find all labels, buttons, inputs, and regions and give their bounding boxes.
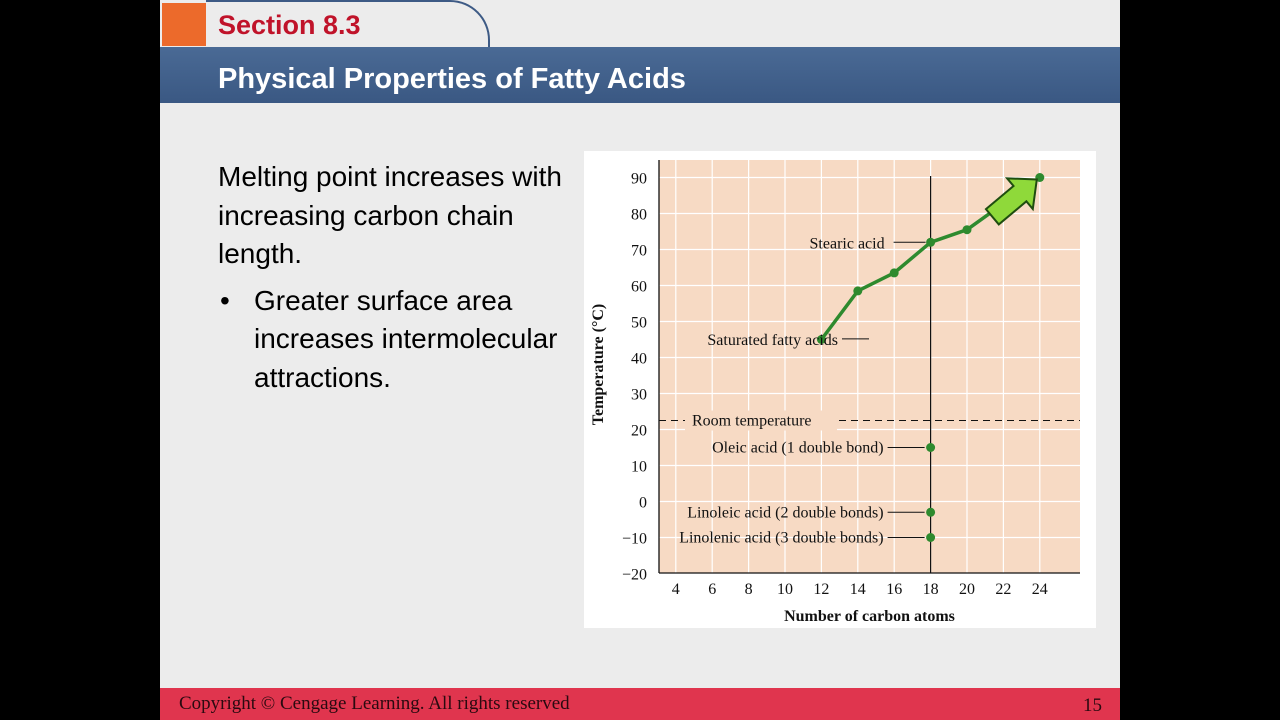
unsaturated-point-label: Oleic acid (1 double bond) (712, 440, 884, 457)
unsaturated-data-point (926, 507, 936, 517)
room-temperature-label: Room temperature (692, 413, 812, 430)
saturated-data-point (962, 225, 972, 235)
melting-point-chart: 4 6 8 10 12 14 16 18 20 22 24 90 80 70 60 50 40 30 20 10 0 −1… (584, 151, 1096, 628)
y-tick-label: 40 (631, 351, 647, 368)
unsaturated-data-point (926, 533, 936, 542)
x-tick-label: 8 (745, 581, 753, 598)
y-tick-label: 90 (631, 171, 647, 188)
unsaturated-data-point (926, 443, 936, 452)
main-point: Melting point increases with increasing … (218, 161, 562, 269)
slide-title: Physical Properties of Fatty Acids (218, 63, 686, 95)
x-axis-label: Number of carbon atoms (784, 608, 955, 625)
x-tick-label: 16 (886, 581, 902, 598)
x-tick-label: 4 (672, 581, 680, 598)
saturated-data-point (853, 286, 863, 296)
plot-background (659, 160, 1080, 573)
copyright-notice: Copyright © Cengage Learning. All rights… (179, 693, 570, 714)
saturated-data-point (889, 268, 899, 278)
y-tick-label: 20 (631, 423, 647, 440)
unsaturated-point-label: Linolenic acid (3 double bonds) (679, 530, 883, 547)
y-tick-label: 50 (631, 315, 647, 332)
y-axis-label: Temperature (°C) (590, 304, 607, 425)
saturated-data-point (816, 335, 826, 344)
x-tick-label: 24 (1032, 581, 1048, 598)
x-tick-label: 10 (777, 581, 793, 598)
bullet-text: Greater surface area increases intermole… (254, 284, 558, 393)
x-tick-label: 6 (708, 581, 716, 598)
y-tick-label: 70 (631, 243, 647, 260)
y-tick-label: 10 (631, 459, 647, 476)
unsaturated-point-label: Linoleic acid (2 double bonds) (687, 504, 883, 521)
green-arrow-icon (984, 177, 1038, 226)
section-tab (206, 0, 490, 49)
y-tick-label: −20 (622, 567, 647, 584)
x-tick-label: 20 (959, 581, 975, 598)
y-tick-label: 30 (631, 387, 647, 404)
body-text: Melting point increases with increasing … (218, 158, 563, 397)
x-tick-label: 12 (813, 581, 829, 598)
saturated-series-line (819, 176, 1041, 341)
arrow-shape (984, 177, 1038, 226)
y-tick-label: 60 (631, 279, 647, 296)
chart-svg: 4 6 8 10 12 14 16 18 20 22 24 90 80 70 60 50 40 30 20 10 0 −1… (590, 160, 1080, 625)
x-tick-label: 14 (850, 581, 866, 598)
orange-accent-square (162, 3, 206, 46)
saturated-data-point (926, 237, 936, 247)
page-number: 15 (1083, 695, 1102, 716)
y-tick-label: −10 (622, 531, 647, 548)
x-tick-label: 18 (923, 581, 939, 598)
saturated-fatty-acids-label: Saturated fatty acids (707, 332, 838, 349)
section-label: Section 8.3 (218, 10, 361, 40)
y-tick-label: 80 (631, 207, 647, 224)
slide: Section 8.3 Physical Properties of Fatty… (160, 0, 1120, 720)
y-tick-label: 0 (639, 495, 647, 512)
room-temperature-label-bg (685, 410, 837, 431)
bullet-item: • Greater surface area increases intermo… (218, 282, 563, 398)
footer-bar (160, 688, 1120, 720)
bullet-icon: • (220, 284, 230, 316)
x-tick-label: 22 (995, 581, 1011, 598)
title-bar (160, 47, 1120, 103)
stearic-acid-label: Stearic acid (810, 235, 885, 252)
